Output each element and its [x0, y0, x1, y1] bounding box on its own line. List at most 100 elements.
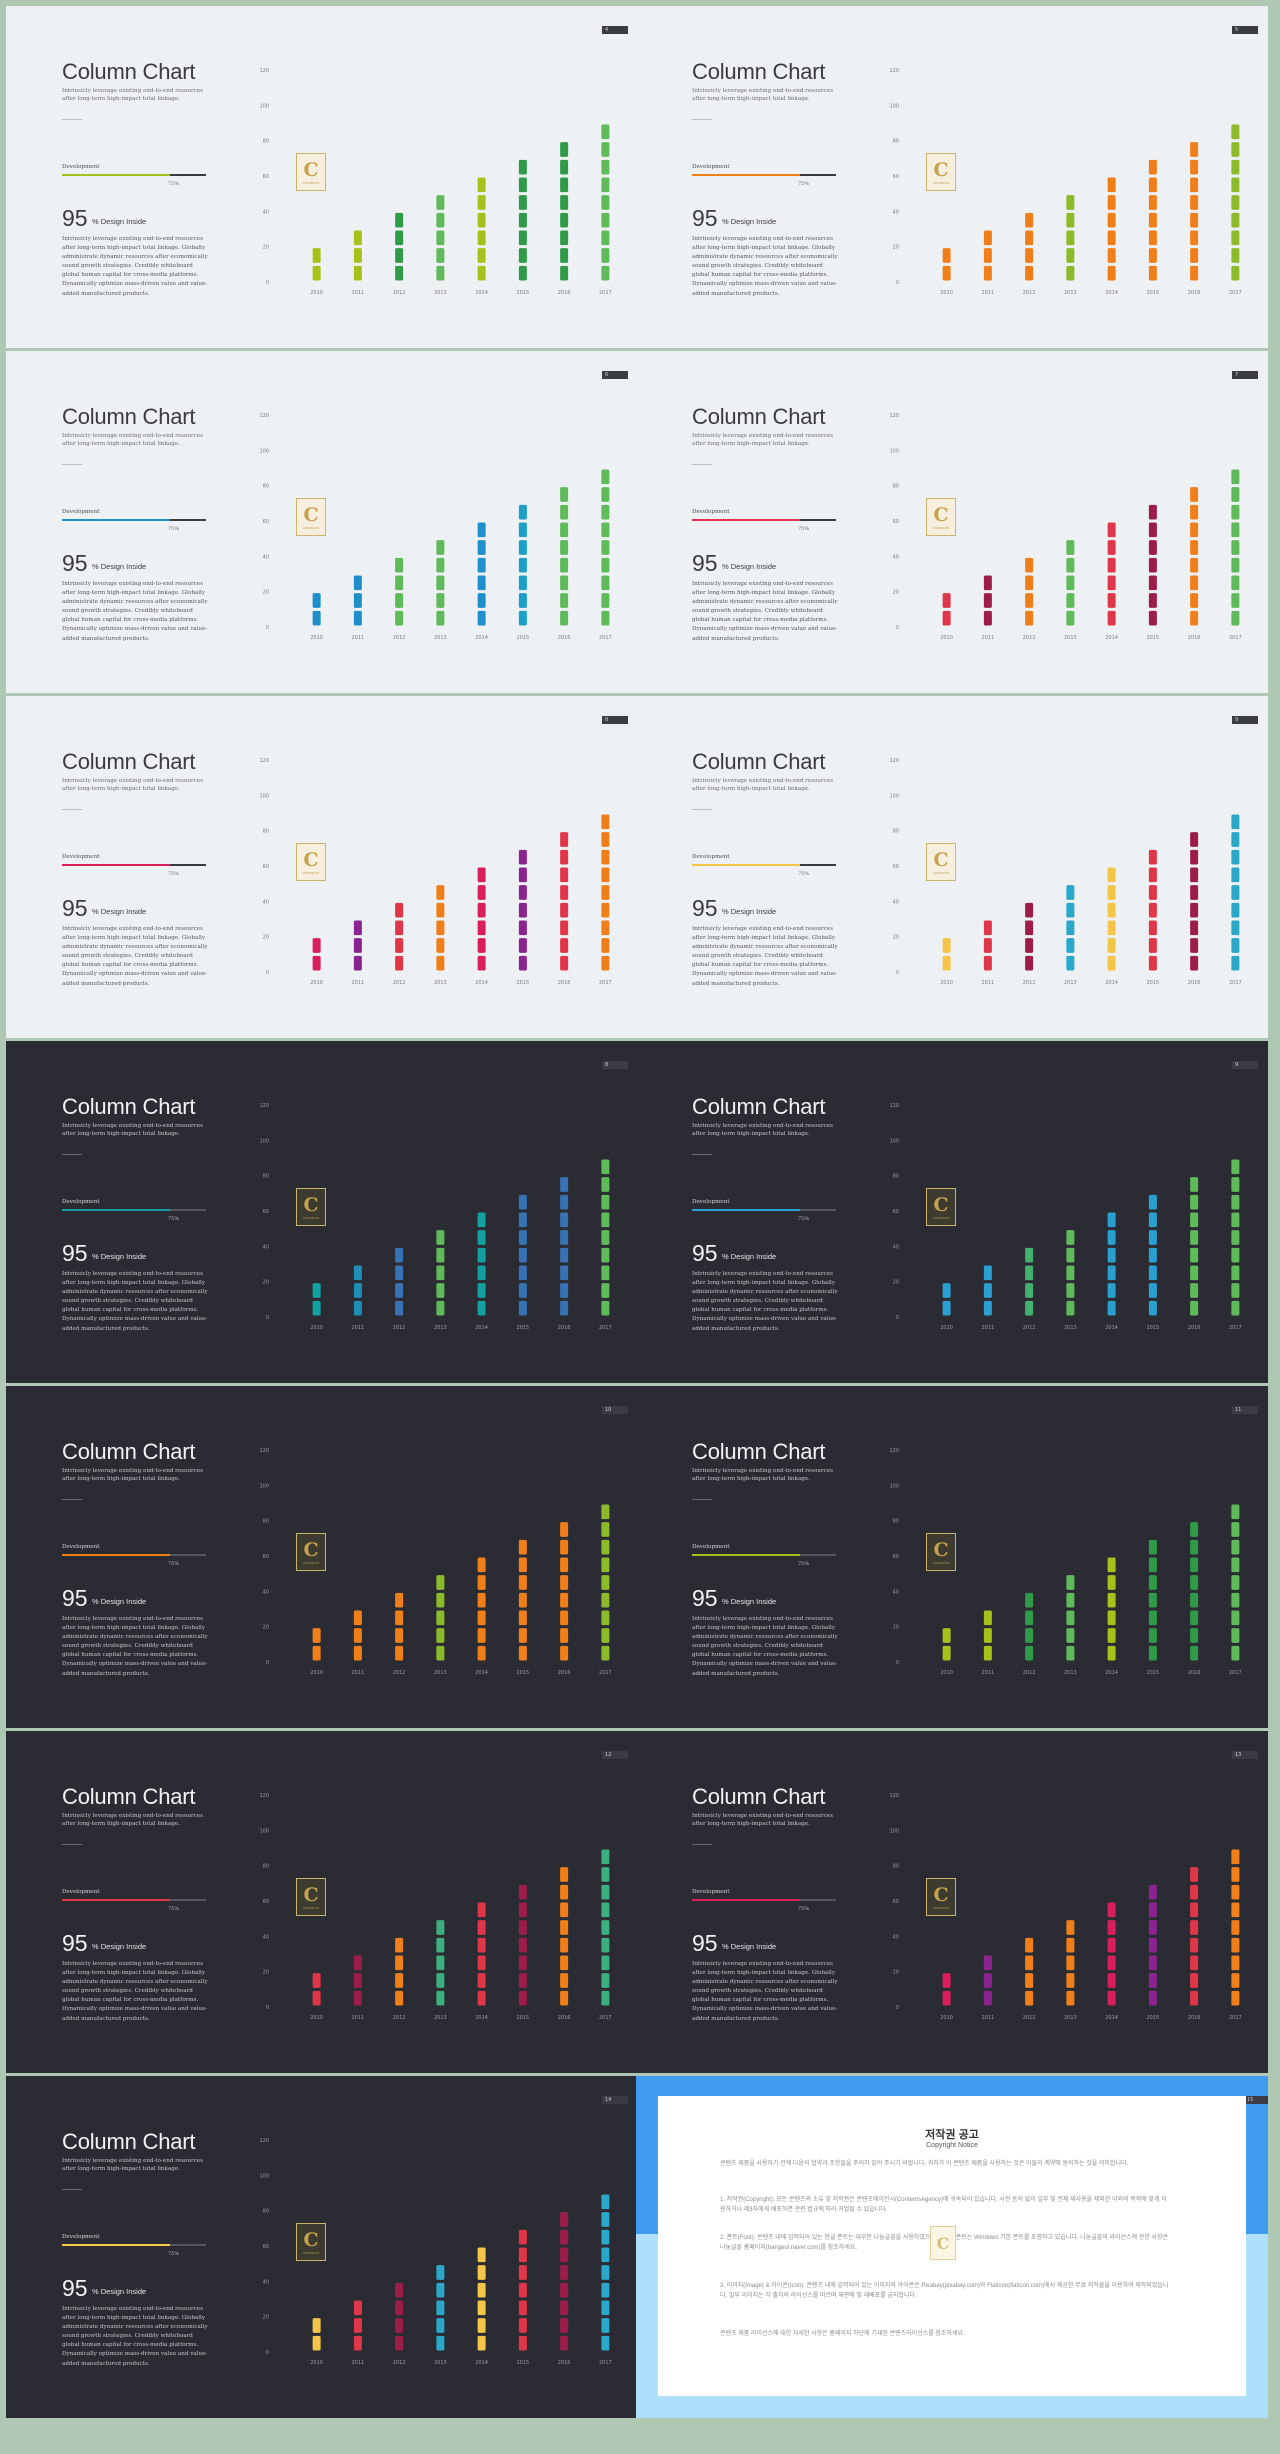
bar-segment — [1148, 1937, 1157, 1953]
bar-segment — [477, 1247, 486, 1263]
bar-segment — [601, 1937, 610, 1953]
bar-column — [983, 230, 992, 281]
bar-column — [436, 540, 445, 626]
bar-column — [1066, 195, 1075, 281]
contents-logo-icon: C CONTENTS — [926, 1533, 956, 1571]
x-tick-label: 2013 — [434, 2015, 447, 2021]
logo-caption: CONTENTS — [302, 2250, 320, 2255]
x-tick-label: 2016 — [1188, 635, 1201, 641]
y-tick-label: 120 — [889, 758, 899, 764]
y-tick-label: 60 — [263, 1209, 269, 1215]
bar-segment — [1107, 1920, 1116, 1935]
bar-segment — [312, 1973, 321, 1988]
bar-column — [436, 1920, 445, 2006]
bar-segment — [1066, 920, 1075, 936]
bar-segment — [560, 885, 569, 900]
bar-segment — [560, 1300, 569, 1316]
bar-column — [353, 1955, 362, 2006]
bar-segment — [353, 1610, 362, 1626]
bar-column — [477, 177, 486, 281]
bar-segment — [1107, 212, 1116, 228]
bar-segment — [983, 938, 992, 953]
bar-segment — [436, 1920, 445, 1935]
bar-segment — [1066, 557, 1075, 573]
bar-column — [353, 575, 362, 626]
slide-subtitle: Intrinsicly leverage existing end-to-end… — [62, 433, 203, 447]
x-tick-label: 2014 — [1105, 635, 1118, 641]
logo-caption: CONTENTS — [302, 525, 320, 530]
bar-column — [395, 557, 404, 626]
logo-letter: C — [936, 2233, 950, 2253]
bar-segment — [1190, 1194, 1199, 1210]
y-tick-label: 40 — [263, 2279, 269, 2285]
bar-segment — [1148, 1884, 1157, 1900]
slide-subtitle: Intrinsicly leverage existing end-to-end… — [692, 1468, 833, 1482]
stat-number: 95 — [692, 895, 718, 921]
progress-label: Development — [62, 2234, 100, 2240]
bar-segment — [1231, 1504, 1240, 1520]
bar-segment — [1025, 902, 1034, 918]
progress-percent: 75% — [168, 2251, 180, 2257]
stat-caption: % Design Inside — [722, 1942, 777, 1951]
bar-segment — [436, 1247, 445, 1263]
bar-column — [1025, 1937, 1034, 2006]
bar-segment — [1148, 1610, 1157, 1626]
bar-segment — [518, 195, 527, 210]
bar-column — [1231, 1849, 1240, 2006]
bar-segment — [395, 938, 404, 953]
progress-fill — [62, 2244, 170, 2246]
bar-segment — [1066, 575, 1075, 591]
x-tick-label: 2012 — [1023, 1670, 1036, 1676]
progress-percent: 75% — [798, 1216, 810, 1222]
bar-segment — [1148, 920, 1157, 936]
bar-segment — [1190, 1557, 1199, 1573]
x-tick-label: 2015 — [1147, 290, 1160, 296]
bar-segment — [1231, 1522, 1240, 1537]
bar-segment — [1190, 920, 1199, 936]
bar-segment — [601, 1557, 610, 1573]
bar-segment — [1107, 1955, 1116, 1971]
slide-title: Column Chart — [62, 1094, 196, 1119]
x-tick-label: 2011 — [982, 980, 995, 986]
progress-label: Development — [692, 1199, 730, 1205]
bar-segment — [1190, 212, 1199, 228]
bar-column — [601, 2194, 610, 2351]
bar-segment — [1148, 610, 1157, 626]
bar-column — [1107, 1212, 1116, 1316]
bar-segment — [395, 610, 404, 626]
bar-segment — [1148, 248, 1157, 263]
bar-segment — [477, 177, 486, 193]
progress-track — [692, 174, 836, 176]
bar-segment — [518, 265, 527, 281]
bar-segment — [1231, 540, 1240, 555]
title-divider — [692, 464, 712, 465]
bar-segment — [395, 1265, 404, 1281]
column-chart: 0204060801001202010202011302012402013502… — [259, 2138, 611, 2366]
bar-segment — [601, 230, 610, 246]
bar-segment — [601, 2194, 610, 2210]
stat-caption: % Design Inside — [92, 562, 147, 571]
bar-column — [518, 2229, 527, 2351]
bar-segment — [983, 1300, 992, 1316]
bar-segment — [353, 920, 362, 936]
title-divider — [62, 1844, 82, 1845]
copyright-notice-slide: 15 저작권 공고 Copyright Notice 콘텐츠 제품을 사용하기 전에 … — [636, 2076, 1268, 2418]
x-tick-label: 2011 — [352, 2360, 365, 2366]
x-tick-label: 2017 — [599, 635, 612, 641]
bar-segment — [395, 248, 404, 263]
y-tick-label: 80 — [263, 829, 269, 835]
bar-column — [1025, 557, 1034, 626]
stat-number: 95 — [62, 1585, 88, 1611]
bar-segment — [477, 885, 486, 900]
x-tick-label: 2011 — [352, 1325, 365, 1331]
bar-segment — [601, 2247, 610, 2263]
bar-column — [1107, 1902, 1116, 2006]
bar-column — [1190, 1522, 1199, 1661]
logo-caption: CONTENTS — [302, 1905, 320, 1910]
bar-segment — [518, 938, 527, 953]
y-tick-label: 20 — [263, 1625, 269, 1631]
y-tick-label: 0 — [266, 2005, 269, 2011]
bar-segment — [518, 1610, 527, 1626]
bar-segment — [601, 1194, 610, 1210]
logo-caption: CONTENTS — [302, 1215, 320, 1220]
